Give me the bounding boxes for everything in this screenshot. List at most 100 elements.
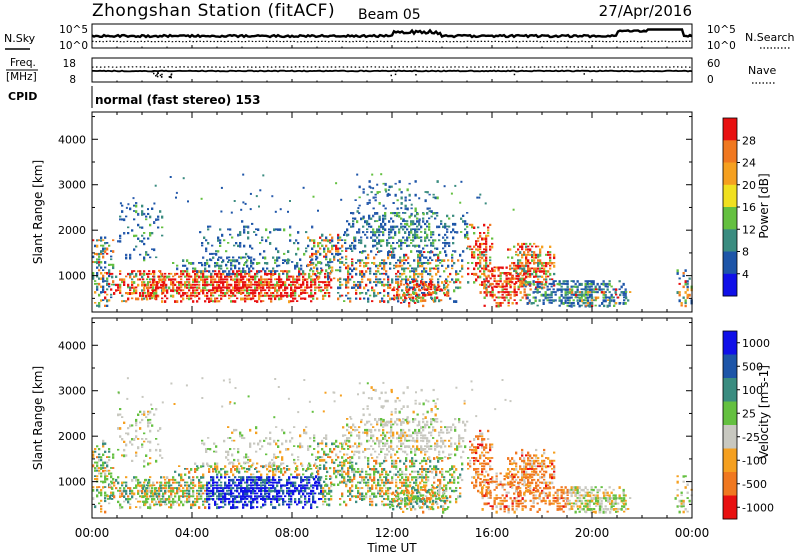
velocity-cell	[186, 484, 189, 487]
power-cell	[424, 228, 427, 231]
power-cell	[404, 222, 407, 225]
power-cell	[385, 283, 388, 286]
power-cell	[356, 231, 359, 234]
power-cell	[226, 281, 229, 284]
power-cell	[256, 286, 259, 289]
power-cell	[222, 281, 225, 284]
power-cell	[579, 293, 582, 296]
velocity-cell	[131, 489, 134, 493]
power-cell	[249, 208, 252, 211]
power-cell	[580, 282, 583, 286]
velocity-cell	[248, 487, 251, 490]
velocity-cell	[341, 469, 344, 473]
power-cell	[236, 292, 239, 294]
power-cell	[141, 212, 144, 216]
velocity-cell	[379, 478, 382, 482]
velocity-cell	[316, 487, 319, 490]
power-cell	[256, 283, 259, 287]
velocity-cell	[228, 489, 231, 492]
power-cell	[151, 297, 154, 300]
power-cell	[92, 255, 95, 259]
velocity-cell	[296, 473, 299, 477]
power-cell	[320, 289, 323, 293]
power-cell	[146, 297, 149, 301]
power-cell	[219, 244, 222, 247]
power-cell	[424, 299, 427, 302]
power-cell	[244, 300, 247, 303]
power-cell	[359, 272, 362, 276]
power-cell	[388, 231, 391, 234]
power-cell	[521, 281, 524, 284]
power-cell	[123, 300, 126, 302]
velocity-cell	[292, 489, 295, 493]
power-cell	[206, 278, 209, 281]
power-cell	[240, 275, 243, 278]
power-cell	[204, 278, 207, 281]
power-cell	[430, 231, 433, 234]
velocity-cell	[317, 456, 320, 460]
power-cell	[133, 281, 136, 284]
power-cell	[426, 293, 429, 297]
power-cell	[426, 220, 429, 223]
velocity-cell	[281, 458, 284, 461]
power-cell	[312, 283, 315, 286]
power-cell	[556, 288, 559, 292]
power-cell	[537, 245, 540, 248]
power-cell	[549, 278, 552, 281]
power-cell	[366, 231, 369, 233]
velocity-cell	[98, 469, 101, 472]
velocity-cell	[306, 478, 309, 481]
power-cell	[501, 302, 504, 304]
velocity-cell	[343, 480, 346, 484]
power-cell	[477, 248, 480, 252]
power-cell	[368, 222, 371, 225]
velocity-cell	[326, 492, 329, 495]
power-cell	[380, 244, 383, 247]
power-cell	[430, 288, 433, 291]
velocity-cell	[123, 500, 126, 503]
power-cell	[603, 304, 606, 308]
power-cell	[680, 302, 683, 305]
power-cell	[206, 289, 209, 292]
power-cell	[220, 292, 223, 294]
power-cell	[473, 226, 476, 229]
power-cell	[497, 282, 500, 286]
power-cell	[266, 283, 269, 286]
velocity-cell	[304, 495, 307, 498]
velocity-cell	[96, 486, 99, 489]
power-cell	[400, 191, 403, 194]
velocity-cell	[399, 473, 402, 477]
power-cell	[395, 281, 398, 284]
power-cell	[481, 237, 484, 241]
power-cell	[479, 256, 482, 259]
velocity-cell	[361, 495, 364, 498]
power-cell	[144, 292, 147, 294]
velocity-cell	[359, 481, 362, 484]
velocity-cell	[110, 467, 113, 469]
power-cell	[381, 267, 384, 270]
velocity-cell	[123, 448, 126, 452]
velocity-cell	[254, 468, 257, 470]
power-cell	[386, 239, 389, 242]
freq-speck	[160, 76, 163, 78]
power-cell	[369, 267, 372, 270]
power-cell	[150, 283, 153, 287]
velocity-cell	[317, 467, 320, 470]
power-cell	[454, 231, 457, 234]
power-cell	[325, 269, 328, 273]
power-cell	[536, 282, 539, 286]
power-cell	[355, 292, 358, 295]
power-cell	[684, 304, 687, 308]
power-cell	[228, 259, 231, 261]
power-cell	[525, 248, 528, 251]
velocity-cell	[385, 473, 388, 476]
power-cell	[547, 275, 550, 278]
power-cell	[443, 259, 446, 262]
power-cell	[260, 281, 263, 284]
velocity-cell	[196, 476, 199, 479]
velocity-cell	[144, 489, 147, 493]
power-cell	[523, 272, 526, 276]
power-cell	[521, 264, 524, 267]
velocity-cell	[137, 492, 140, 495]
power-cell	[100, 239, 103, 242]
